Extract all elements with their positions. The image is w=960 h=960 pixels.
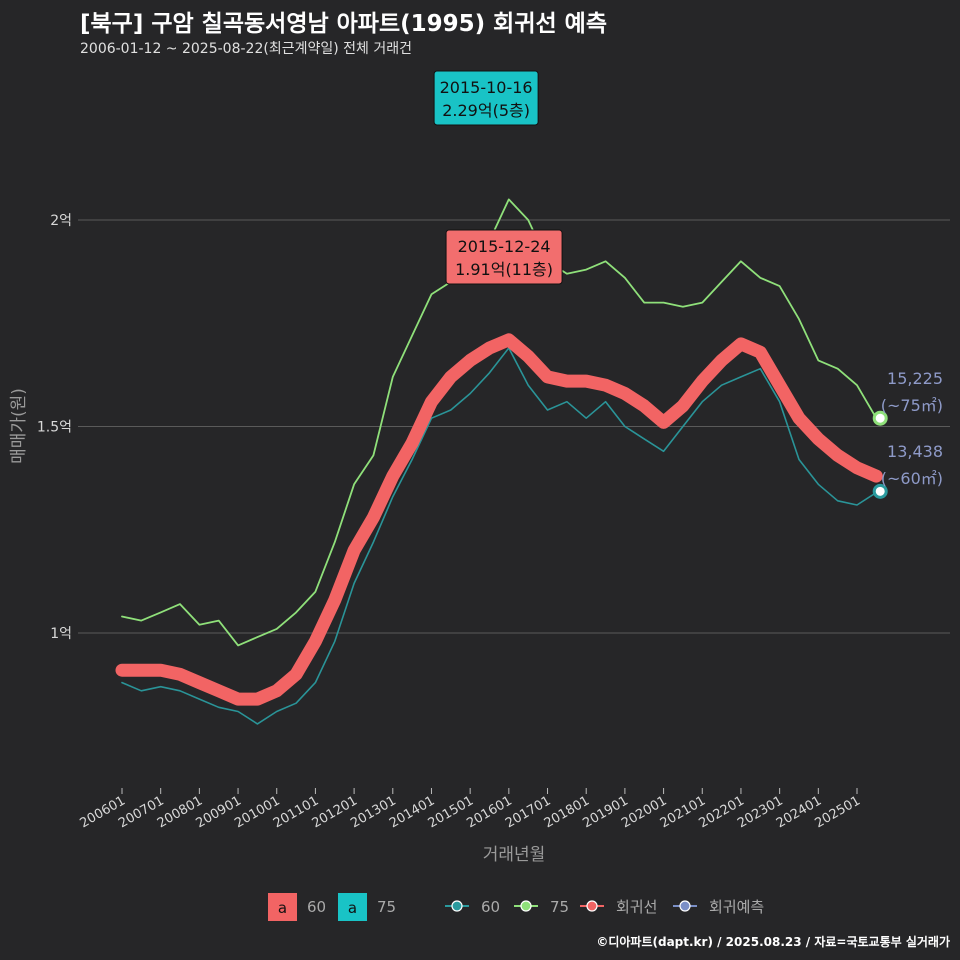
legend-line-label: 75 (550, 898, 569, 916)
annotation-date: 2015-12-24 (458, 237, 551, 256)
legend-point-swatch (679, 900, 691, 912)
legend-fill-key: a (348, 899, 357, 917)
legend-line-label: 60 (481, 898, 500, 916)
forecast-value-label: 15,225 (887, 369, 943, 388)
series-line-75 (121, 198, 878, 647)
legend-fill-swatch (268, 893, 297, 921)
y-axis-title: 매매가(원) (9, 388, 29, 464)
forecast-value-label: 13,438 (887, 442, 943, 461)
annotation-value: 1.91억(11층) (455, 260, 553, 279)
forecast-unit-label: (~75㎡) (881, 396, 943, 415)
chart-title: [북구] 구암 칠곡동서영남 아파트(1995) 회귀선 예측 (80, 11, 607, 37)
legend-line-label: 회귀예측 (709, 898, 764, 916)
series-line-regression (115, 333, 883, 706)
chart-subtitle: 2006-01-12 ~ 2025-08-22(최근계약일) 전체 거래건 (80, 41, 412, 57)
annotation-box (433, 70, 539, 126)
forecast-unit-label: (~60㎡) (881, 469, 943, 488)
series-line-60 (121, 347, 878, 725)
y-tick-label: 2억 (50, 213, 72, 229)
annotation-value: 2.29억(5층) (442, 101, 530, 120)
source-caption: ©디아파트(dapt.kr) / 2025.08.23 / 자료=국토교통부 실… (596, 935, 950, 949)
legend-fill-swatch (338, 893, 367, 921)
forecast-point-75 (872, 410, 888, 426)
legend-fill-key: a (278, 899, 287, 917)
legend-point-swatch (586, 900, 598, 912)
y-tick-label: 1억 (50, 626, 72, 642)
legend-fill-label: 75 (377, 898, 396, 916)
annotation-box (445, 229, 563, 285)
y-tick-label: 1.5억 (37, 420, 72, 436)
forecast-point-60 (872, 483, 888, 499)
legend-point-swatch (451, 900, 463, 912)
annotation-date: 2015-10-16 (440, 78, 533, 97)
legend-point-swatch (520, 900, 532, 912)
legend-line-label: 회귀선 (616, 898, 657, 916)
x-axis-title: 거래년월 (483, 845, 546, 865)
legend-fill-label: 60 (307, 898, 326, 916)
